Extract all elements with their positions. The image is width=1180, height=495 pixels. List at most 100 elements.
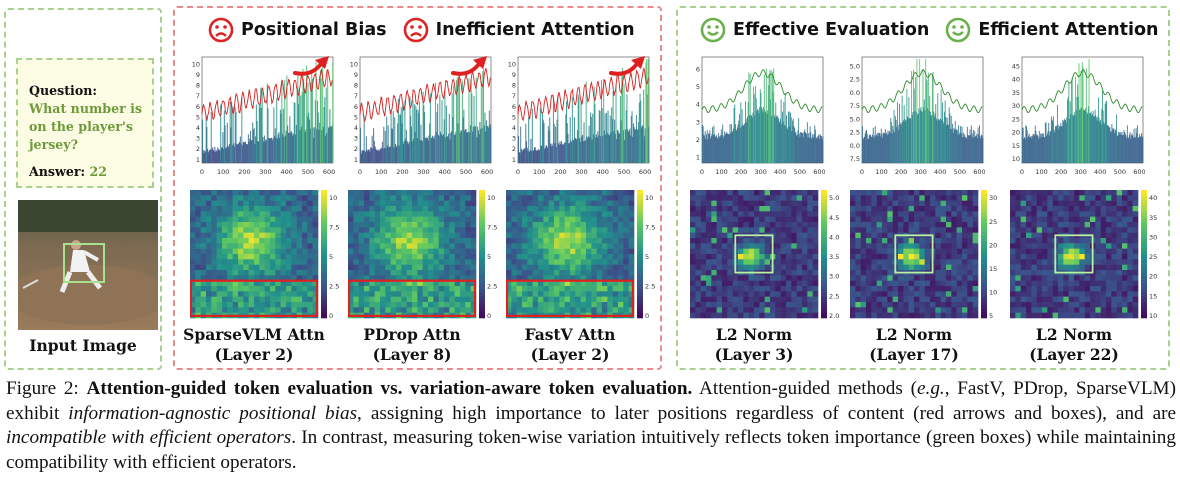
heatmap-cell	[908, 280, 915, 287]
heatmap-cell	[967, 206, 973, 212]
heatmap-cell	[1052, 200, 1059, 207]
heatmap-cell	[1026, 296, 1032, 303]
heatmap-cell	[554, 190, 560, 196]
heatmap-cell	[195, 286, 201, 292]
heatmap-cell	[206, 264, 212, 271]
bar	[1022, 127, 1024, 163]
heatmap-cell	[522, 195, 528, 201]
heatmap-cell	[216, 291, 223, 297]
bar	[532, 151, 534, 163]
bar	[979, 136, 981, 163]
bar	[241, 96, 243, 163]
heatmap-cell	[1010, 286, 1016, 292]
heatmap-cell	[280, 254, 287, 260]
heatmap-cell	[380, 232, 386, 239]
heatmap-cell	[743, 222, 749, 228]
heatmap-cell	[1052, 206, 1059, 212]
heatmap-cell	[1127, 270, 1133, 276]
heatmap-cell	[871, 190, 877, 196]
bar	[1065, 122, 1067, 163]
heatmap-cell	[618, 286, 624, 292]
heatmap-cell	[465, 280, 471, 287]
bar	[706, 130, 708, 163]
bar	[598, 110, 600, 163]
heatmap-cell	[623, 296, 629, 303]
heatmap-cell	[1052, 307, 1059, 313]
heatmap-cell	[280, 259, 287, 265]
heatmap-cell	[796, 243, 803, 249]
heatmap-cell	[732, 195, 739, 201]
heatmap-cell	[200, 248, 207, 255]
heatmap-cell	[1063, 227, 1069, 233]
bar	[913, 88, 915, 163]
heatmap-cell	[564, 302, 571, 308]
heatmap-cell	[618, 232, 624, 239]
heatmap-cell	[1047, 211, 1053, 217]
heatmap-cell	[586, 264, 592, 271]
heatmap-cell	[898, 302, 904, 308]
colorbar-tick-label: 3.0	[829, 273, 839, 281]
bar	[954, 129, 956, 163]
heatmap-cell	[802, 248, 808, 255]
heatmap-cell	[312, 280, 319, 287]
heatmap-cell	[516, 190, 523, 196]
bar	[276, 97, 278, 163]
input-panel: Question: What number is on the player's…	[4, 8, 162, 370]
colorbar-tick-label: 3.5	[829, 253, 839, 261]
colorbar-segment	[321, 298, 327, 303]
bar	[547, 126, 549, 163]
heatmap-cell	[1026, 248, 1032, 255]
heatmap-cell	[796, 296, 803, 303]
heatmap-cell	[591, 222, 597, 228]
heatmap-cell	[348, 286, 354, 292]
heatmap-cell	[850, 259, 856, 265]
heatmap-cell	[243, 286, 249, 292]
bar	[485, 131, 487, 163]
heatmap-cell	[796, 291, 803, 297]
bar	[558, 143, 560, 163]
heatmap-cell	[876, 280, 883, 287]
heatmap-cell	[951, 291, 957, 297]
heatmap-cell	[438, 206, 445, 212]
heatmap-cell	[722, 264, 728, 271]
heatmap-cell	[898, 259, 904, 265]
bar	[1131, 133, 1133, 163]
heatmap-cell	[882, 190, 888, 196]
heatmap-cell	[353, 264, 359, 271]
colorbar-segment	[479, 212, 485, 216]
colorbar-segment	[821, 250, 827, 255]
heatmap-cell	[802, 243, 808, 249]
heatmap-cell	[522, 259, 528, 265]
heatmap-cell	[850, 307, 856, 313]
colorbar-segment	[321, 311, 327, 316]
heatmap-cell	[1063, 291, 1069, 297]
colorbar-segment	[1141, 247, 1147, 252]
bar	[263, 141, 265, 163]
heatmap-cell	[743, 296, 749, 303]
heatmap-cell	[454, 259, 461, 265]
colorbar-segment	[821, 254, 827, 258]
heatmap-cell	[312, 264, 319, 271]
heatmap-cell	[307, 291, 313, 297]
red-arrow-head-icon	[473, 56, 487, 69]
heatmap-cell	[919, 200, 925, 207]
heatmap-cell	[775, 206, 781, 212]
bar	[457, 123, 459, 163]
bar	[558, 144, 560, 163]
heatmap-cell	[348, 264, 354, 271]
heatmap-cell	[903, 307, 909, 313]
heatmap-cell	[312, 227, 319, 233]
bar	[822, 136, 824, 163]
heatmap-cell	[812, 280, 819, 287]
heatmap-cell	[428, 286, 434, 292]
heatmap-cell	[716, 206, 723, 212]
bar	[883, 133, 885, 163]
heatmap-cell	[914, 275, 920, 281]
heatmap-cell	[227, 302, 233, 308]
heatmap-cell	[807, 232, 813, 239]
heatmap-cell	[296, 291, 303, 297]
heatmap-cell	[1116, 280, 1123, 287]
heatmap-cell	[786, 264, 792, 271]
heatmap-cell	[876, 302, 883, 308]
bar	[542, 119, 544, 163]
